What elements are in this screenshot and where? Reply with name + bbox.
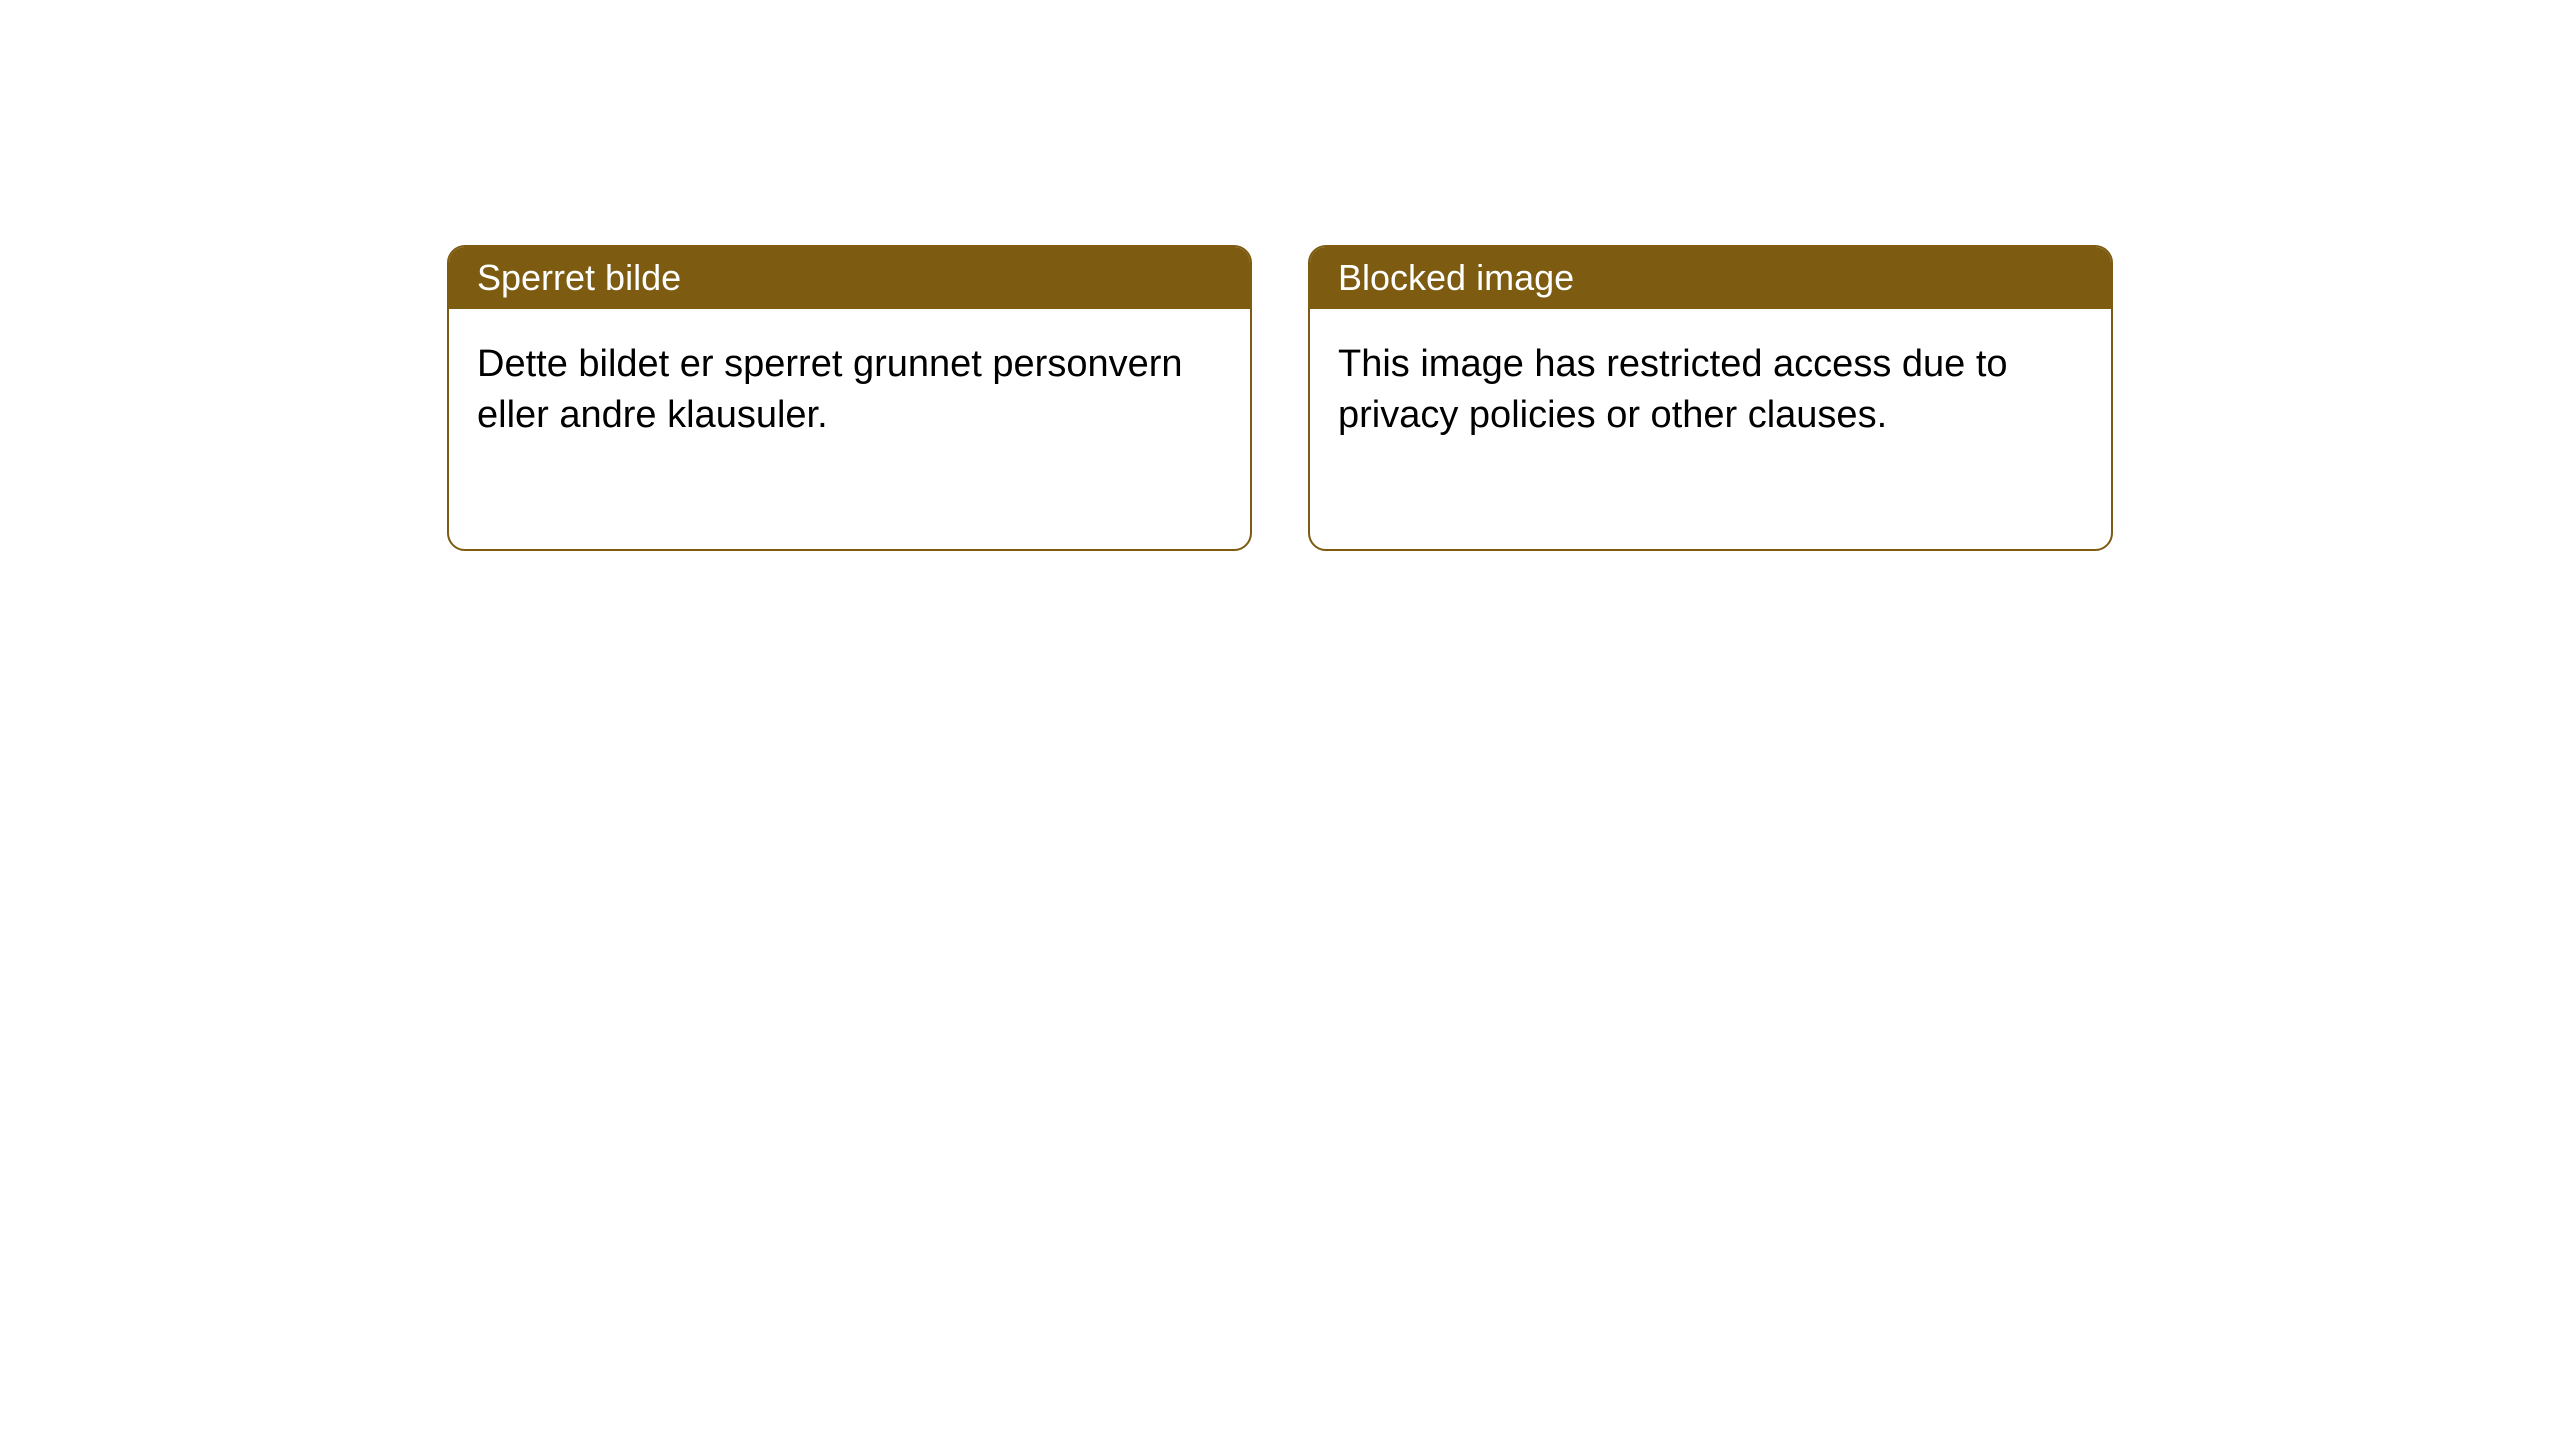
- notice-card-english: Blocked image This image has restricted …: [1308, 245, 2113, 551]
- notice-card-norwegian: Sperret bilde Dette bildet er sperret gr…: [447, 245, 1252, 551]
- notice-card-header: Blocked image: [1310, 247, 2111, 309]
- notice-card-header: Sperret bilde: [449, 247, 1250, 309]
- notice-cards-container: Sperret bilde Dette bildet er sperret gr…: [0, 0, 2560, 551]
- notice-card-body: This image has restricted access due to …: [1310, 309, 2111, 549]
- notice-card-body: Dette bildet er sperret grunnet personve…: [449, 309, 1250, 549]
